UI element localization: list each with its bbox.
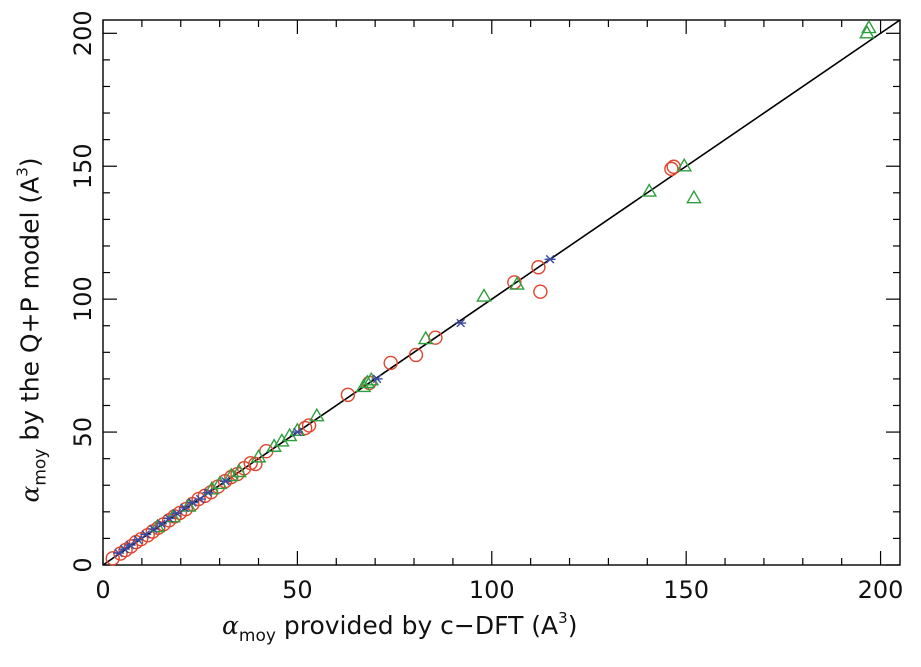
circle-point xyxy=(534,285,547,298)
y-tick-label: 200 xyxy=(69,10,97,56)
x-tick-label: 0 xyxy=(95,576,110,604)
x-label-subscript: moy xyxy=(239,626,276,646)
y-tick-label: 0 xyxy=(69,557,97,572)
x-tick-label: 50 xyxy=(282,576,313,604)
y-label-subscript: moy xyxy=(31,449,51,486)
y-label-symbol: α xyxy=(16,486,45,503)
y-tick-label: 50 xyxy=(69,417,97,448)
triangle-point xyxy=(477,289,490,301)
y-tick-label: 150 xyxy=(69,143,97,189)
axis-tick-labels: 0 50 100 150 200 0 50 100 150 200 xyxy=(69,10,903,604)
y-tick-label: 100 xyxy=(69,276,97,322)
triangle-point xyxy=(687,191,700,203)
y-axis-label-area: αmoy by the Q+P model (A3) xyxy=(10,75,50,585)
y-axis-label: αmoy by the Q+P model (A3) xyxy=(16,157,45,502)
x-tick-label: 150 xyxy=(663,576,709,604)
x-label-superscript: 3 xyxy=(558,609,568,627)
x-label-symbol: α xyxy=(222,611,239,640)
y-label-superscript: 3 xyxy=(14,167,32,177)
x-label-close: ) xyxy=(568,611,578,640)
x-axis-label: αmoy provided by c−DFT (A3) xyxy=(222,611,577,640)
y-label-text: by the Q+P model (A xyxy=(16,177,45,449)
x-tick-label: 100 xyxy=(469,576,515,604)
y-label-close: ) xyxy=(16,157,45,167)
x-tick-label: 200 xyxy=(858,576,904,604)
x-label-text: provided by c−DFT (A xyxy=(276,611,558,640)
